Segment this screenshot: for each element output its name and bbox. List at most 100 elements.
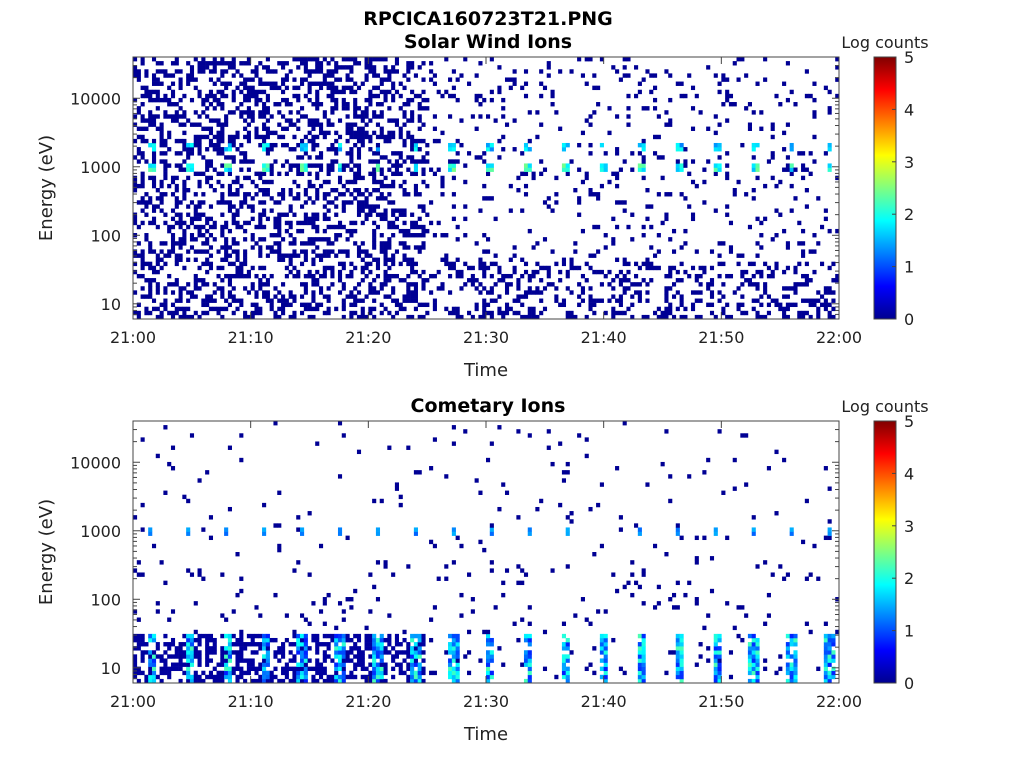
heatmap-cell [467,572,472,577]
heatmap-cell [155,609,160,614]
heatmap-cell [493,605,498,610]
heatmap-cell [486,302,491,308]
heatmap-cell [372,85,377,91]
heatmap-cell [504,122,510,127]
heatmap-cell [782,294,787,299]
heatmap-cell [356,658,362,663]
heatmap-cell [801,241,806,246]
heatmap-cell [262,188,267,193]
heatmap-cell [163,163,168,168]
heatmap-cell [539,298,544,303]
heatmap-cell [277,61,282,66]
heatmap-cell [136,637,141,643]
heatmap-cell [387,642,392,647]
heatmap-cell [797,151,802,156]
heatmap-cell [205,114,210,119]
heatmap-cell [451,142,456,148]
heatmap-cell [474,302,479,308]
heatmap-cell [444,257,449,262]
heatmap-cell [296,642,301,647]
heatmap-cell [459,613,464,618]
heatmap-cell [151,81,157,86]
heatmap-cell [186,678,191,684]
heatmap-cell [774,265,779,271]
heatmap-cell [383,249,388,254]
heatmap-cell [372,498,377,504]
heatmap-cell [292,658,297,663]
heatmap-cell [808,278,813,283]
heatmap-cell [474,241,479,246]
heatmap-cell [383,261,388,267]
heatmap-cell [527,278,532,283]
heatmap-cell [318,286,324,291]
heatmap-cell [611,241,616,246]
heatmap-cell [668,498,673,504]
heatmap-cell [569,519,574,524]
heatmap-cell [296,560,301,565]
heatmap-cell [641,568,646,573]
heatmap-cell [387,73,392,78]
heatmap-cell [656,134,661,140]
heatmap-cell [212,167,217,172]
heatmap-cell [140,118,145,123]
heatmap-cell [470,282,475,287]
heatmap-cell [337,134,343,140]
heatmap-cell [227,245,232,250]
heatmap-cell [751,531,756,536]
heatmap-cell [315,81,320,86]
heatmap-cell [296,662,301,667]
heatmap-cell [717,261,722,267]
heatmap-cell [501,106,506,111]
heatmap-cell [307,302,312,308]
heatmap-cell [398,278,403,283]
heatmap-cell [216,122,221,127]
heatmap-cell [140,114,145,119]
heatmap-cell [349,159,354,164]
heatmap-cell [398,642,403,647]
heatmap-cell [349,134,354,140]
heatmap-cell [634,273,639,279]
heatmap-cell [565,286,570,291]
heatmap-cell [417,633,422,639]
heatmap-cell [626,57,631,62]
heatmap-cell [417,654,422,659]
heatmap-cell [387,613,392,618]
heatmap-cells [133,57,840,320]
heatmap-cell [136,670,141,676]
heatmap-cell [311,273,316,279]
heatmap-cell [626,286,631,291]
heatmap-cell [326,118,331,123]
heatmap-cell [235,265,240,271]
heatmap-cell [303,642,308,647]
heatmap-cell [683,306,688,312]
heatmap-cell [235,208,240,213]
heatmap-cell [330,69,335,74]
heatmap-cell [417,666,422,672]
heatmap-cell [133,670,138,676]
heatmap-cell [167,147,172,152]
heatmap-cell [432,543,437,549]
heatmap-cell [379,674,384,680]
heatmap-cell [220,106,225,111]
heatmap-cell [197,662,202,667]
heatmap-cell [136,134,141,140]
heatmap-cell [189,65,195,70]
heatmap-cell [296,93,301,99]
heatmap-cell [262,224,267,230]
heatmap-cell [615,69,620,74]
heatmap-cell [155,314,160,320]
heatmap-cell [224,670,229,676]
heatmap-cell [801,228,806,234]
heatmap-cell [281,212,286,217]
heatmap-cell [250,666,255,672]
heatmap-cell [603,642,608,647]
heatmap-cell [349,179,354,185]
heatmap-cell [766,592,771,598]
colorbar-label: Log counts [841,33,928,52]
heatmap-cell [197,200,202,205]
heatmap-cell [584,437,589,442]
heatmap-cell [375,290,381,295]
heatmap-cell [725,535,730,541]
heatmap-cell [535,269,540,275]
heatmap-cell [155,224,160,230]
